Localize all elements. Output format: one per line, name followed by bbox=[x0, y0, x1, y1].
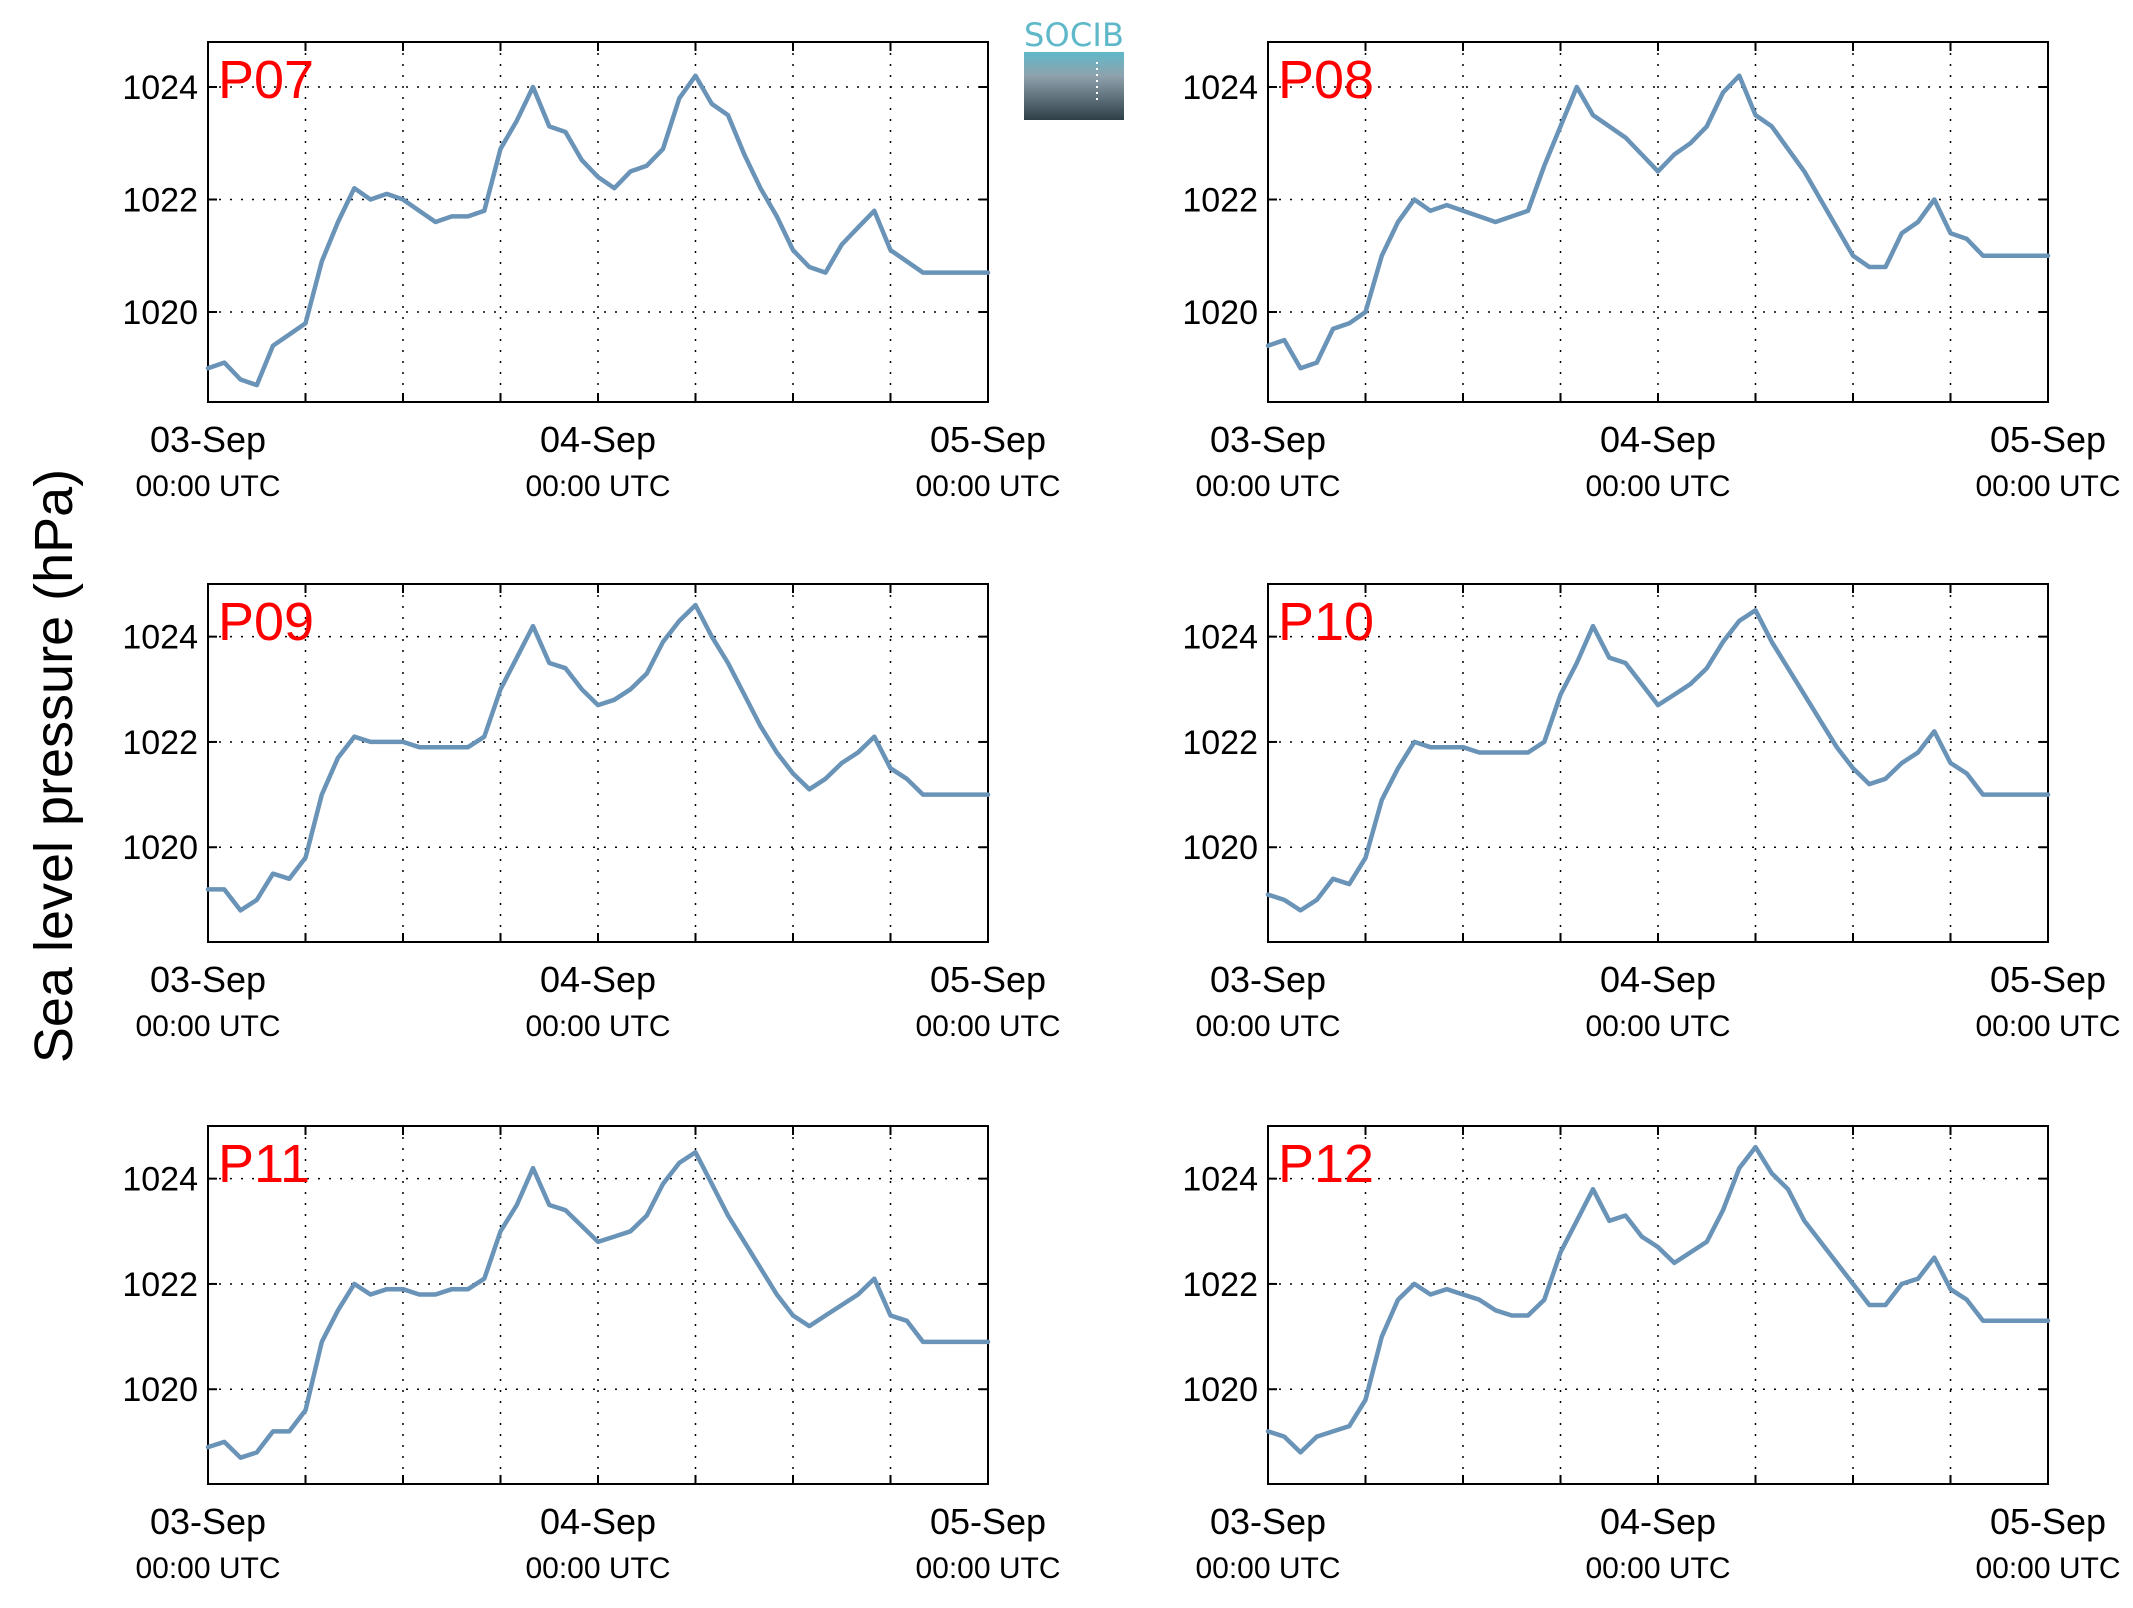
panel-p08: 1020 1022 1024 03-Sep 00:00 UTC 04-Sep 00:00 U… bbox=[1182, 41, 2121, 503]
x-tick-label-date: 04-Sep bbox=[1600, 419, 1716, 460]
x-tick-label-time: 00:00 UTC bbox=[1975, 1010, 2120, 1043]
x-tick-label-time: 00:00 UTC bbox=[1975, 1552, 2120, 1585]
y-tick-label: 1022 bbox=[1182, 1266, 1258, 1304]
y-tick-label: 1020 bbox=[1182, 294, 1258, 332]
x-tick-label-time: 00:00 UTC bbox=[915, 1010, 1060, 1043]
x-tick-label-time: 00:00 UTC bbox=[915, 1552, 1060, 1585]
x-tick-label-date: 03-Sep bbox=[150, 1501, 266, 1542]
y-tick-label: 1022 bbox=[1182, 182, 1258, 220]
y-tick-label: 1024 bbox=[122, 1161, 198, 1199]
x-tick-label-date: 04-Sep bbox=[1600, 1501, 1716, 1542]
x-tick-label-time: 00:00 UTC bbox=[1585, 470, 1730, 503]
x-tick-label-date: 05-Sep bbox=[1990, 959, 2106, 1000]
x-tick-label-date: 05-Sep bbox=[1990, 1501, 2106, 1542]
x-tick-label-date: 03-Sep bbox=[1210, 959, 1326, 1000]
panel-p07: 1020 1022 1024 03-Sep 00:00 UTC 04-Sep 00:00 U… bbox=[122, 41, 1061, 503]
y-tick-label: 1020 bbox=[122, 294, 198, 332]
logo-block bbox=[1024, 52, 1124, 120]
x-tick-label-date: 04-Sep bbox=[1600, 959, 1716, 1000]
pressure-series-line bbox=[205, 602, 991, 913]
x-tick-label-time: 00:00 UTC bbox=[1975, 470, 2120, 503]
y-tick-label: 1024 bbox=[122, 69, 198, 107]
x-tick-label-date: 03-Sep bbox=[150, 419, 266, 460]
panels: 1020 1022 1024 03-Sep 00:00 UTC 04-Sep 00:00 U… bbox=[122, 41, 2121, 1585]
panel-p12: 1020 1022 1024 03-Sep 00:00 UTC 04-Sep 00:00 U… bbox=[1182, 1125, 2121, 1585]
y-tick-label: 1020 bbox=[122, 1371, 198, 1409]
x-tick-label-time: 00:00 UTC bbox=[1195, 1010, 1340, 1043]
x-tick-label-date: 05-Sep bbox=[930, 1501, 1046, 1542]
y-axis-label: Sea level pressure (hPa) bbox=[24, 469, 84, 1063]
x-tick-label-time: 00:00 UTC bbox=[1585, 1010, 1730, 1043]
axes-frame bbox=[1267, 41, 2049, 403]
x-tick-label-time: 00:00 UTC bbox=[525, 1552, 670, 1585]
pressure-series-line bbox=[1265, 608, 2051, 913]
panel-label: P08 bbox=[1278, 50, 1374, 110]
y-tick-label: 1020 bbox=[1182, 1371, 1258, 1409]
x-tick-label-date: 05-Sep bbox=[930, 959, 1046, 1000]
x-tick-label-time: 00:00 UTC bbox=[525, 1010, 670, 1043]
x-tick-label-time: 00:00 UTC bbox=[135, 470, 280, 503]
x-tick-label-date: 05-Sep bbox=[930, 419, 1046, 460]
pressure-series-line bbox=[1265, 73, 2051, 371]
y-tick-label: 1020 bbox=[1182, 829, 1258, 867]
x-tick-label-date: 04-Sep bbox=[540, 1501, 656, 1542]
x-tick-label-date: 04-Sep bbox=[540, 959, 656, 1000]
panel-label: P12 bbox=[1278, 1134, 1374, 1194]
logo-text: SOCIB bbox=[1024, 16, 1124, 54]
panel-label: P07 bbox=[218, 50, 314, 110]
socib-logo: SOCIB bbox=[1024, 16, 1124, 120]
y-tick-label: 1022 bbox=[122, 182, 198, 220]
x-tick-label-time: 00:00 UTC bbox=[135, 1552, 280, 1585]
panel-label: P10 bbox=[1278, 592, 1374, 652]
pressure-series-line bbox=[205, 73, 991, 388]
panel-label: P09 bbox=[218, 592, 314, 652]
x-tick-label-time: 00:00 UTC bbox=[1195, 470, 1340, 503]
axes-frame bbox=[207, 1125, 989, 1485]
x-tick-label-time: 00:00 UTC bbox=[525, 470, 670, 503]
y-tick-label: 1022 bbox=[1182, 724, 1258, 762]
x-tick-label-time: 00:00 UTC bbox=[915, 470, 1060, 503]
panel-p11: 1020 1022 1024 03-Sep 00:00 UTC 04-Sep 00:00 U… bbox=[122, 1125, 1061, 1585]
pressure-series-line bbox=[205, 1150, 991, 1460]
x-tick-label-time: 00:00 UTC bbox=[1195, 1552, 1340, 1585]
x-tick-label-date: 05-Sep bbox=[1990, 419, 2106, 460]
panel-p10: 1020 1022 1024 03-Sep 00:00 UTC 04-Sep 00:00 U… bbox=[1182, 583, 2121, 1043]
y-tick-label: 1024 bbox=[1182, 69, 1258, 107]
y-tick-label: 1024 bbox=[122, 619, 198, 657]
pressure-series-line bbox=[1265, 1144, 2051, 1455]
y-tick-label: 1024 bbox=[1182, 619, 1258, 657]
y-tick-label: 1024 bbox=[1182, 1161, 1258, 1199]
x-tick-label-date: 03-Sep bbox=[150, 959, 266, 1000]
panel-label: P11 bbox=[218, 1134, 310, 1194]
x-tick-label-date: 03-Sep bbox=[1210, 419, 1326, 460]
panel-p09: 1020 1022 1024 03-Sep 00:00 UTC 04-Sep 00:00 U… bbox=[122, 583, 1061, 1043]
axes-frame bbox=[207, 583, 989, 943]
x-tick-label-time: 00:00 UTC bbox=[1585, 1552, 1730, 1585]
axes-frame bbox=[1267, 1125, 2049, 1485]
x-tick-label-date: 03-Sep bbox=[1210, 1501, 1326, 1542]
x-tick-label-time: 00:00 UTC bbox=[135, 1010, 280, 1043]
y-tick-label: 1022 bbox=[122, 724, 198, 762]
axes-frame bbox=[207, 41, 989, 403]
axes-frame bbox=[1267, 583, 2049, 943]
y-tick-label: 1022 bbox=[122, 1266, 198, 1304]
y-tick-label: 1020 bbox=[122, 829, 198, 867]
x-tick-label-date: 04-Sep bbox=[540, 419, 656, 460]
